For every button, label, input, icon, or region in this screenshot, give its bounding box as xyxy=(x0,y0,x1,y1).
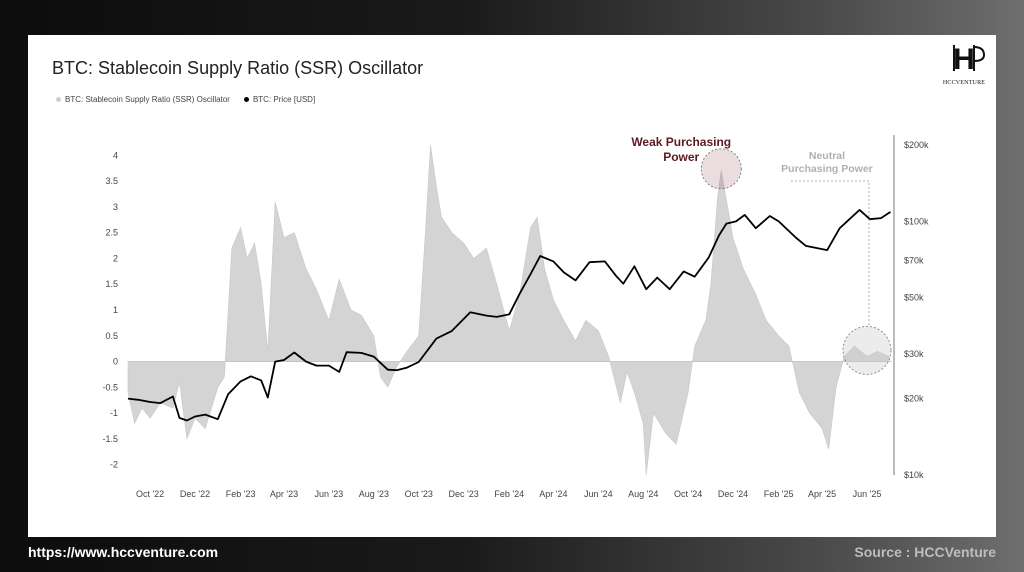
neutral-annotation-label: Neutral Purchasing Power xyxy=(781,150,873,175)
weak-annotation-circle xyxy=(700,148,742,190)
right-tick-label: $70k xyxy=(904,256,924,266)
source-credit: Source : HCCVenture xyxy=(854,544,996,560)
legend-swatch-price xyxy=(243,97,249,102)
left-tick-label: -0.5 xyxy=(102,382,118,392)
right-tick-label: $200k xyxy=(904,140,929,150)
right-tick-label: $20k xyxy=(904,394,924,404)
x-tick-label: Feb '24 xyxy=(494,489,524,499)
left-tick-label: 2.5 xyxy=(105,228,118,238)
chart-card: BTC: Stablecoin Supply Ratio (SSR) Oscil… xyxy=(28,35,996,537)
left-tick-label: -1 xyxy=(110,408,118,418)
x-tick-label: Feb '25 xyxy=(764,489,794,499)
left-tick-label: 3 xyxy=(113,202,118,212)
left-tick-label: 4 xyxy=(113,150,118,160)
left-tick-label: 3.5 xyxy=(105,176,118,186)
x-tick-label: Jun '24 xyxy=(584,489,613,499)
left-tick-label: 0 xyxy=(113,357,118,367)
x-tick-label: Dec '24 xyxy=(718,489,748,499)
legend-label-price: BTC: Price [USD] xyxy=(252,95,316,104)
legend-item-price: BTC: Price [USD] xyxy=(243,95,316,104)
x-tick-label: Oct '24 xyxy=(674,489,702,499)
left-tick-label: 2 xyxy=(113,253,118,263)
x-tick-label: Oct '22 xyxy=(136,489,164,499)
left-tick-label: 1 xyxy=(113,305,118,315)
svg-text:H: H xyxy=(953,43,975,75)
neutral-annotation-leader xyxy=(790,180,870,327)
chart-legend: BTC: Stablecoin Supply Ratio (SSR) Oscil… xyxy=(56,95,315,104)
x-tick-label: Dec '23 xyxy=(449,489,479,499)
x-tick-label: Aug '24 xyxy=(628,489,658,499)
x-tick-label: Aug '23 xyxy=(359,489,389,499)
logo-text: HCCVENTURE xyxy=(942,80,986,86)
right-tick-label: $50k xyxy=(904,293,924,303)
x-tick-label: Oct '23 xyxy=(405,489,433,499)
price-line xyxy=(127,209,891,422)
x-tick-label: Dec '22 xyxy=(180,489,210,499)
x-tick-label: Apr '25 xyxy=(808,489,836,499)
website-link[interactable]: https://www.hccventure.com xyxy=(28,544,219,560)
x-tick-label: Apr '23 xyxy=(270,489,298,499)
hccventure-logo: H HCCVENTURE xyxy=(940,41,988,86)
x-tick-label: Jun '23 xyxy=(315,489,344,499)
x-tick-label: Feb '23 xyxy=(226,489,256,499)
right-tick-label: $10k xyxy=(904,470,924,480)
left-tick-label: 1.5 xyxy=(105,279,118,289)
legend-label-ssr: BTC: Stablecoin Supply Ratio (SSR) Oscil… xyxy=(65,95,230,104)
neutral-annotation-circle xyxy=(842,326,892,375)
right-tick-label: $30k xyxy=(904,349,924,359)
legend-item-ssr: BTC: Stablecoin Supply Ratio (SSR) Oscil… xyxy=(56,95,230,104)
legend-swatch-ssr xyxy=(56,97,61,102)
left-tick-label: 0.5 xyxy=(105,331,118,341)
ssr-area xyxy=(127,144,890,476)
logo-mark: H xyxy=(953,43,986,76)
chart-svg: 4 3.5 3 2.5 2 1.5 1 0.5 0 -0.5 -1 -1.5 -2 $200k $100k $… xyxy=(102,135,929,499)
left-tick-label: -2 xyxy=(110,460,118,470)
x-tick-label: Apr '24 xyxy=(539,489,567,499)
weak-annotation-label: Weak Purchasing Power xyxy=(631,135,731,164)
left-tick-label: -1.5 xyxy=(102,434,118,444)
right-tick-label: $100k xyxy=(904,216,929,226)
chart-title: BTC: Stablecoin Supply Ratio (SSR) Oscil… xyxy=(52,58,424,78)
x-tick-label: Jun '25 xyxy=(853,489,882,499)
